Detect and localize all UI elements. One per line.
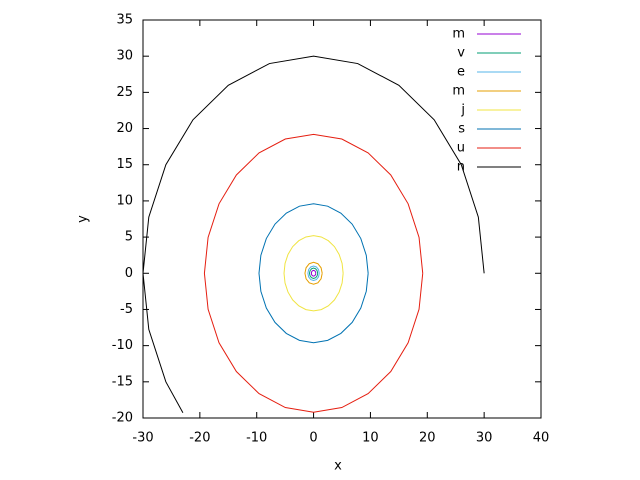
y-tick-label: 0 — [125, 266, 133, 281]
x-tick-label: 30 — [476, 431, 493, 446]
legend-label: m — [452, 84, 465, 99]
x-tick-label: -20 — [189, 431, 210, 446]
x-tick-label: 10 — [362, 431, 379, 446]
legend-label: s — [458, 122, 465, 137]
x-tick-label: -30 — [132, 431, 153, 446]
x-axis-label: x — [334, 459, 342, 474]
x-tick-label: -10 — [246, 431, 267, 446]
y-tick-label: 20 — [116, 121, 133, 136]
orbit-line — [304, 261, 323, 285]
x-tick-label: 0 — [309, 431, 317, 446]
legend-label: e — [457, 65, 465, 80]
y-axis-label: y — [76, 215, 91, 223]
y-tick-label: 30 — [116, 49, 133, 64]
orbit-line — [142, 55, 485, 414]
plot-frame — [142, 19, 542, 419]
y-tick-label: 25 — [116, 85, 133, 100]
orbit-line — [310, 269, 317, 277]
y-tick-label: 10 — [116, 193, 133, 208]
orbit-line — [283, 235, 344, 312]
y-tick-label: -20 — [112, 411, 133, 426]
y-tick-label: 15 — [116, 157, 133, 172]
x-tick-label: 40 — [533, 431, 550, 446]
legend-label: n — [457, 160, 465, 175]
y-tick-label: -5 — [120, 302, 133, 317]
y-tick-label: -10 — [112, 338, 133, 353]
orbit-line — [258, 203, 369, 344]
y-tick-label: -15 — [112, 374, 133, 389]
orbit-line — [308, 267, 319, 280]
y-tick-label: 5 — [125, 230, 133, 245]
y-tick-label: 35 — [116, 13, 133, 28]
legend-label: v — [457, 46, 465, 61]
orbit-line — [203, 133, 424, 413]
x-tick-label: 20 — [419, 431, 436, 446]
legend-label: u — [457, 141, 465, 156]
orbit-line — [307, 265, 320, 282]
legend-label: m — [452, 27, 465, 42]
legend-label: j — [460, 103, 465, 118]
